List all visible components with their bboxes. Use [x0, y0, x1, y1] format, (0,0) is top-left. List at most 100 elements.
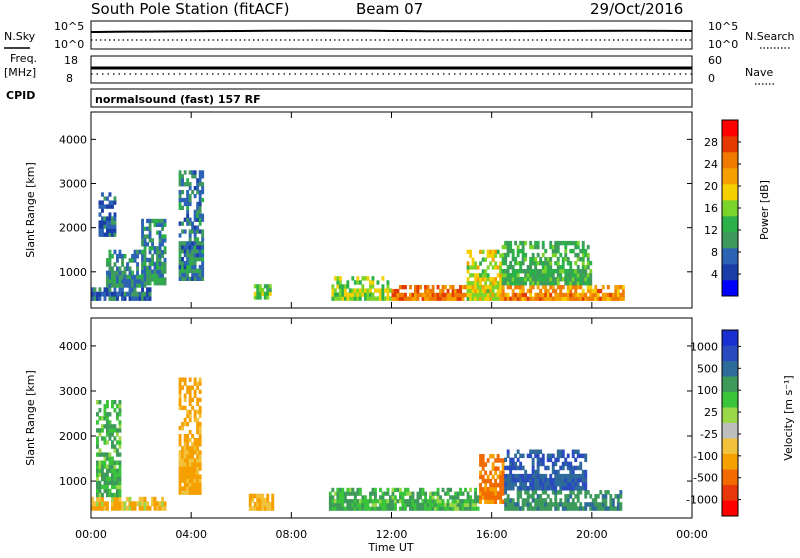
data-cell: [183, 446, 187, 451]
data-cell: [574, 477, 578, 483]
data-region-1-5: [479, 454, 505, 504]
data-cell: [554, 494, 558, 499]
data-cell: [399, 491, 402, 496]
data-cell: [108, 287, 112, 293]
data-cell: [586, 273, 590, 278]
data-cell: [454, 491, 457, 496]
data-cell: [336, 495, 340, 500]
data-cell: [156, 246, 159, 251]
data-cell: [101, 492, 104, 498]
data-cell: [118, 274, 122, 280]
data-cell: [391, 296, 395, 301]
data-cell: [441, 499, 445, 504]
data-cell: [191, 241, 195, 246]
data-cell: [441, 296, 445, 301]
data-cell: [193, 174, 197, 179]
data-cell: [521, 277, 525, 282]
data-cell: [181, 385, 184, 390]
colorbar-tick-label: 1000: [690, 340, 718, 353]
data-cell: [481, 454, 485, 459]
data-cell: [546, 269, 550, 274]
data-cell: [116, 476, 119, 482]
data-cell: [404, 499, 407, 504]
data-cell: [531, 473, 535, 479]
data-cell: [146, 505, 149, 511]
colorbar-swatch: [722, 407, 738, 424]
data-cell: [161, 218, 164, 224]
data-cell: [191, 482, 195, 487]
data-cell: [143, 496, 147, 502]
data-cell: [416, 502, 420, 507]
data-cell: [491, 281, 495, 286]
data-cell: [566, 494, 570, 499]
data-cell: [576, 296, 580, 301]
data-cell: [151, 238, 154, 243]
data-cell: [151, 273, 154, 278]
data-cell: [581, 265, 585, 270]
data-cell: [121, 278, 124, 284]
data-cell: [98, 400, 102, 405]
data-cell: [198, 478, 202, 483]
data-cell: [198, 197, 202, 203]
velocity-data-layer: [91, 377, 623, 511]
data-cell: [531, 261, 535, 266]
data-cell: [178, 249, 182, 254]
data-cell: [509, 465, 513, 471]
data-cell: [181, 182, 184, 187]
data-cell: [599, 490, 603, 495]
data-cell: [516, 273, 520, 278]
data-cell: [499, 273, 503, 278]
data-cell: [554, 498, 558, 503]
data-cell: [148, 269, 152, 274]
data-cell: [136, 274, 139, 280]
data-cell: [111, 291, 114, 297]
data-cell: [364, 296, 367, 301]
data-cell: [551, 482, 555, 487]
data-cell: [416, 288, 420, 294]
data-cell: [108, 492, 112, 498]
data-cell: [343, 495, 347, 500]
data-cell: [201, 241, 205, 246]
data-cell: [561, 296, 565, 301]
data-cell: [399, 296, 402, 301]
data-cell: [181, 446, 184, 451]
data-cell: [196, 478, 200, 483]
data-cell: [499, 292, 503, 297]
data-cell: [198, 466, 202, 471]
nave-label: Nave: [745, 66, 773, 79]
data-cell: [374, 288, 377, 293]
data-cell: [198, 221, 202, 226]
data-cell: [539, 506, 543, 511]
data-cell: [559, 265, 563, 270]
data-cell: [106, 232, 109, 237]
data-cell: [486, 292, 490, 297]
data-cell: [501, 285, 505, 290]
data-cell: [421, 487, 425, 492]
data-cell: [191, 257, 195, 262]
data-cell: [519, 261, 523, 266]
data-cell: [198, 209, 202, 214]
data-cell: [118, 496, 122, 502]
data-cell: [136, 253, 139, 259]
x-tick-label: 12:00: [376, 528, 408, 541]
data-cell: [198, 430, 202, 435]
data-cell: [519, 486, 523, 491]
data-cell: [489, 288, 493, 294]
data-cell: [181, 260, 184, 266]
data-cell: [103, 460, 107, 465]
data-cell: [103, 296, 107, 301]
data-cell: [153, 218, 157, 224]
data-cell: [118, 400, 122, 405]
data-cell: [581, 292, 585, 298]
data-cell: [188, 438, 192, 443]
data-cell: [163, 246, 167, 251]
data-cell: [101, 200, 104, 205]
data-cell: [101, 428, 104, 433]
data-cell: [191, 253, 195, 258]
data-cell: [516, 498, 520, 503]
data-cell: [108, 224, 112, 229]
data-cell: [509, 240, 513, 246]
data-cell: [389, 499, 392, 504]
data-cell: [549, 473, 553, 479]
